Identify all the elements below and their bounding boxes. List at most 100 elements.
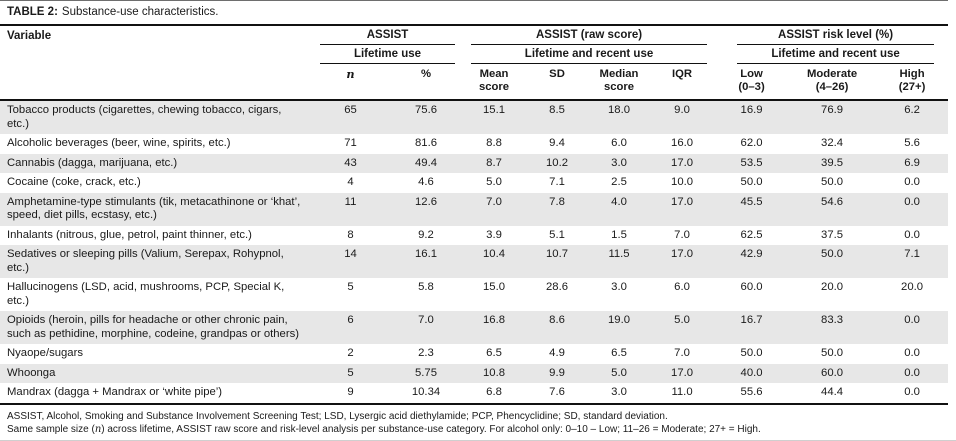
cell-value: 28.6	[546, 281, 569, 293]
cell-value: 10.2	[546, 156, 569, 169]
cell-value: 0.0	[904, 347, 920, 359]
cell-value: 60.0	[740, 281, 763, 293]
cell-value: 18.0	[608, 104, 631, 116]
cell-value: 50.0	[740, 347, 763, 359]
cell-value: 5.75	[415, 366, 437, 379]
cell-value: 4.9	[549, 347, 565, 359]
cell-variable: Hallucinogens (LSD, acid, mushrooms, PCP…	[7, 281, 285, 307]
table-row: Cannabis (dagga, marijuana, etc.) 43 49.4 8…	[0, 153, 949, 173]
table-row: Amphetamine-type stimulants (tik, metaca…	[0, 192, 949, 226]
cell-value: 62.5	[740, 228, 763, 241]
cell-value: 5.0	[674, 314, 690, 326]
cell-value: 16.7	[740, 314, 763, 326]
cell-value: 83.3	[821, 314, 844, 326]
cell-value: 39.5	[821, 156, 844, 169]
cell-value: 50.0	[740, 176, 763, 188]
cell-value: 15.1	[483, 104, 506, 116]
cell-value: 16.1	[415, 248, 437, 260]
cell-value: 6.2	[904, 104, 920, 116]
cell-value: 0.0	[904, 366, 920, 379]
cell-value: 71	[344, 137, 357, 149]
table-row: Nyaope/sugars 2 2.3 6.5 4.9 6.5 7.0 50.0 50.0 0.0	[0, 344, 948, 364]
cell-variable: Sedatives or sleeping pills (Valium, Ser…	[7, 248, 284, 274]
table-row: Hallucinogens (LSD, acid, mushrooms, PCP…	[0, 278, 948, 311]
cell-value: 14	[344, 248, 357, 260]
column-header-high: High (27+)	[876, 64, 949, 101]
table-row: Opioids (heroin, pills for headache or o…	[0, 311, 949, 344]
column-header-low: Low (0–3)	[715, 64, 789, 101]
footnote-note: Same sample size (n) across lifetime, AS…	[7, 423, 761, 435]
cell-variable: Alcoholic beverages (beer, wine, spirits…	[7, 137, 231, 149]
table-footnotes: ASSIST, Alcohol, Smoking and Substance I…	[0, 405, 956, 441]
cell-value: 8	[347, 228, 354, 241]
cell-value: 9	[347, 386, 354, 398]
cell-value: 76.9	[821, 104, 844, 116]
cell-variable: Amphetamine-type stimulants (tik, metaca…	[7, 195, 301, 222]
cell-value: 5.0	[486, 176, 502, 188]
table-title-label: TABLE 2:	[7, 6, 58, 18]
cell-value: 9.9	[549, 366, 565, 379]
cell-value: 7.0	[486, 195, 502, 208]
table-row: Alcoholic beverages (beer, wine, spirits…	[0, 134, 948, 154]
cell-value: 50.0	[821, 347, 844, 359]
cell-value: 43	[344, 156, 357, 169]
cell-value: 11.0	[671, 386, 693, 398]
group-header-row: Variable ASSIST ASSIST (raw score) ASSIS…	[0, 26, 948, 101]
cell-value: 53.5	[740, 156, 763, 169]
cell-value: 0.0	[904, 228, 920, 241]
column-header-n: n	[312, 64, 389, 101]
cell-value: 10.34	[411, 386, 441, 398]
cell-value: 8.5	[549, 104, 565, 116]
cell-value: 50.0	[821, 248, 844, 260]
cell-value: 7.1	[904, 248, 920, 260]
cell-variable: Nyaope/sugars	[7, 347, 83, 359]
group-header-assist-raw-score: ASSIST (raw score)	[463, 26, 715, 45]
cell-value: 5.1	[549, 228, 565, 241]
cell-value: 3.0	[611, 281, 627, 293]
column-header-sd: SD	[525, 64, 590, 101]
table-title-text: Substance-use characteristics.	[61, 6, 219, 18]
cell-value: 6.5	[611, 347, 627, 359]
cell-value: 7.0	[674, 347, 690, 359]
column-header-mean-score: Mean score	[463, 64, 526, 101]
cell-value: 16.8	[483, 314, 506, 326]
cell-value: 6.0	[674, 281, 690, 293]
cell-value: 6.8	[486, 386, 502, 398]
cell-value: 40.0	[740, 366, 763, 379]
cell-value: 5.8	[418, 281, 434, 293]
cell-value: 1.5	[611, 228, 627, 241]
subheader-lifetime-use: Lifetime use	[312, 45, 463, 64]
cell-value: 49.4	[415, 156, 437, 169]
cell-value: 9.0	[674, 104, 690, 116]
cell-value: 6.9	[904, 156, 920, 169]
cell-value: 4.0	[611, 195, 627, 208]
cell-value: 45.5	[740, 195, 763, 208]
cell-value: 4	[347, 176, 354, 188]
column-header-iqr: IQR	[649, 64, 716, 101]
cell-value: 10.7	[546, 248, 569, 260]
cell-value: 9.4	[549, 137, 565, 149]
cell-value: 3.0	[611, 386, 627, 398]
cell-value: 5	[347, 366, 354, 379]
cell-value: 65	[344, 104, 357, 116]
cell-value: 11.5	[608, 248, 630, 260]
cell-value: 17.0	[671, 248, 694, 260]
substance-use-table: Variable ASSIST ASSIST (raw score) ASSIS…	[0, 26, 949, 405]
column-header-moderate: Moderate (4–26)	[788, 64, 877, 101]
cell-value: 81.6	[415, 137, 437, 149]
column-header-median-score: Median score	[589, 64, 650, 101]
cell-variable: Whoonga	[7, 366, 56, 379]
cell-value: 7.8	[549, 195, 565, 208]
column-header-percent: %	[389, 64, 464, 101]
cell-value: 17.0	[671, 195, 694, 208]
column-header-row: n % Mean score SD Median score IQR Low (…	[0, 64, 949, 101]
cell-value: 8.8	[486, 137, 502, 149]
cell-value: 54.6	[821, 195, 844, 208]
subheader-lifetime-recent-use-risk: Lifetime and recent use	[715, 45, 948, 64]
cell-value: 6.0	[611, 137, 627, 149]
cell-value: 10.4	[483, 248, 506, 260]
cell-value: 2	[347, 347, 354, 359]
cell-value: 20.0	[821, 281, 844, 293]
cell-value: 42.9	[740, 248, 763, 260]
cell-value: 15.0	[483, 281, 506, 293]
